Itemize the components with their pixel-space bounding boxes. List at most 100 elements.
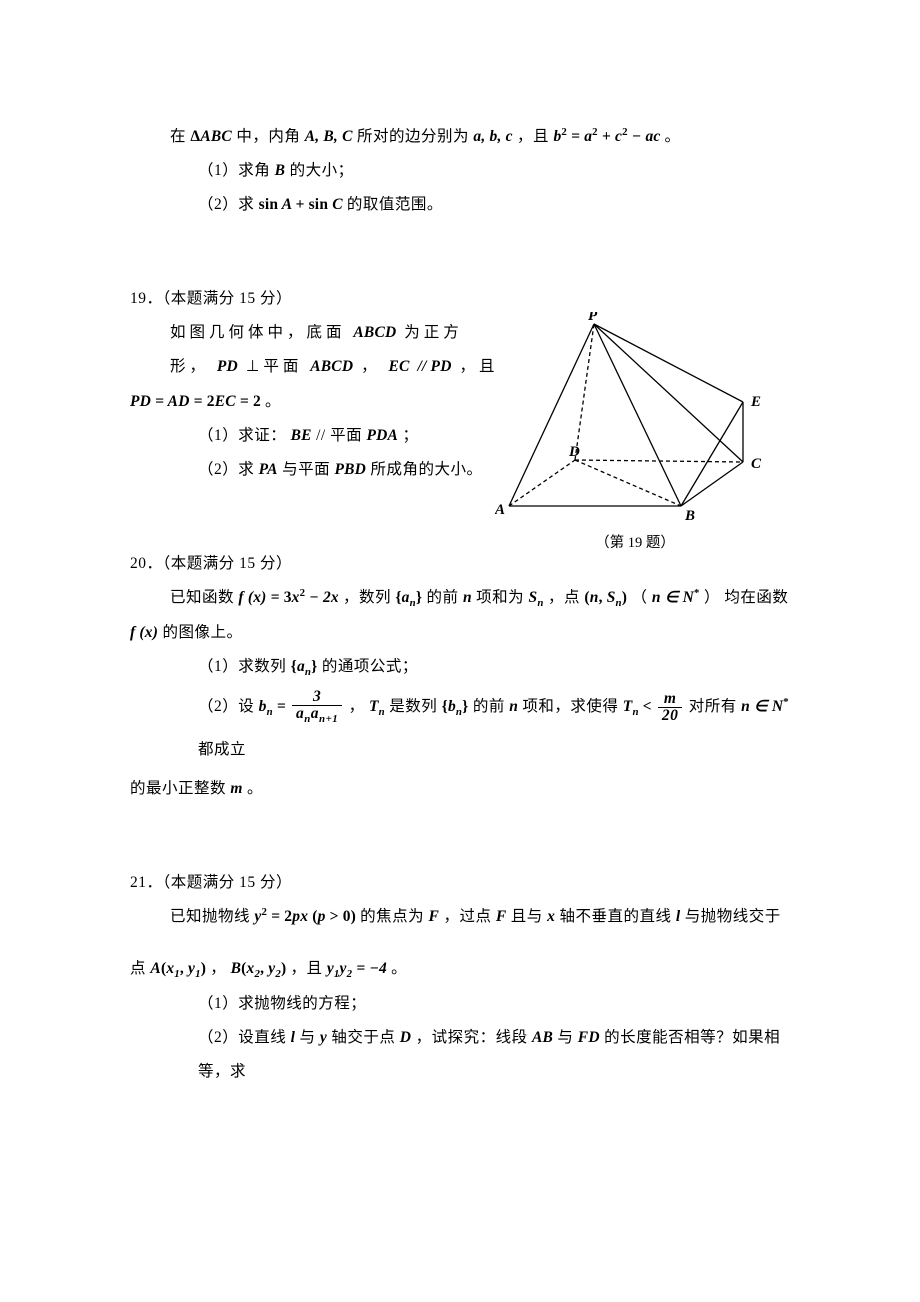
- text: 的图像上。: [163, 624, 243, 641]
- text: 的大小；: [290, 162, 354, 179]
- F: F: [429, 908, 440, 925]
- text: ，且: [290, 960, 322, 977]
- text: 的最小正整数: [130, 780, 226, 797]
- p20-q2-a: （2）设 bn = 3 anan+1 ， Tn 是数列 {bn} 的前 n 项和…: [130, 685, 795, 772]
- text: ）: [704, 589, 720, 606]
- m: m: [230, 780, 242, 797]
- text: ⊥平面: [246, 358, 303, 375]
- fx2: f (x): [130, 624, 158, 641]
- text: ，: [349, 698, 365, 715]
- expr-sin-sum: sin A + sin C: [259, 196, 347, 213]
- p21-intro: 已知抛物线 y2 = 2px (p > 0) 的焦点为 F ，过点 F 且与 x…: [130, 900, 795, 934]
- svg-text:P: P: [588, 312, 598, 324]
- p19-header: 19．（本题满分 15 分）: [130, 282, 795, 316]
- Tn-lt: Tn <: [623, 698, 656, 715]
- pd2: PD: [431, 358, 452, 375]
- text: 与平面: [282, 461, 330, 478]
- text: ，点: [548, 589, 580, 606]
- nin2: n ∈ N*: [741, 698, 789, 715]
- text: （1）求数列: [198, 658, 286, 675]
- p21-q2: （2）设直线 l 与 y 轴交于点 D ，试探究：线段 AB 与 FD 的长度能…: [130, 1021, 795, 1089]
- bn-set: {bn}: [442, 698, 469, 715]
- text: （2）求: [198, 196, 254, 213]
- text: 与抛物线交于: [685, 908, 781, 925]
- text: // 平面: [316, 427, 362, 444]
- pbd: PBD: [334, 461, 366, 478]
- bn: bn =: [259, 698, 290, 715]
- p21-q1: （1）求抛物线的方程；: [130, 987, 795, 1021]
- D: D: [400, 1029, 411, 1046]
- pa: PA: [259, 461, 278, 478]
- text: 且与: [511, 908, 543, 925]
- text: 在: [170, 128, 186, 145]
- svg-text:B: B: [684, 508, 695, 522]
- fx: f (x) = 3x2 − 2x: [238, 589, 343, 606]
- text: 。: [665, 128, 681, 145]
- AB: AB: [532, 1029, 553, 1046]
- text: 与: [557, 1029, 573, 1046]
- text: 所对的边分别为: [357, 128, 469, 145]
- text: ，且: [517, 128, 549, 145]
- text: 点: [130, 960, 146, 977]
- text: 中，内角: [236, 128, 300, 145]
- text: 的焦点为: [360, 908, 424, 925]
- text: 与: [300, 1029, 316, 1046]
- expr-equation: b2 = a2 + c2 − ac: [553, 128, 664, 145]
- p18-intro: 在 ΔABC 中，内角 A, B, C 所对的边分别为 a, b, c ，且 b…: [130, 120, 795, 154]
- x-axis: x: [547, 908, 555, 925]
- frac-bn: 3 anan+1: [292, 689, 342, 726]
- expr-triangle: ΔABC: [190, 128, 232, 145]
- abcd: ABCD: [353, 324, 396, 341]
- Bpt: B(x2, y2): [231, 960, 291, 977]
- text: ，数列: [343, 589, 391, 606]
- p18-q1: （1）求角 B 的大小；: [130, 154, 795, 188]
- p20-q2-b: 的最小正整数 m 。: [130, 772, 795, 806]
- text: ，试探究：线段: [416, 1029, 528, 1046]
- F2: F: [496, 908, 507, 925]
- l: l: [676, 908, 681, 925]
- p21-header: 21．（本题满分 15 分）: [130, 866, 795, 900]
- p19-diagram-svg: ABCDPE: [495, 312, 765, 522]
- n2: n: [509, 698, 518, 715]
- ec: EC: [389, 358, 410, 375]
- an-set: {an}: [395, 589, 422, 606]
- problem-19: 19．（本题满分 15 分） 如图几何体中，底面 ABCD 为正方形， PD ⊥…: [130, 282, 795, 487]
- text: 项和为: [476, 589, 524, 606]
- svg-text:C: C: [751, 456, 762, 472]
- text: 的前: [427, 589, 459, 606]
- svg-text:D: D: [568, 444, 580, 460]
- l2: l: [291, 1029, 296, 1046]
- pd: PD: [217, 358, 238, 375]
- expr-sides: a, b, c: [473, 128, 512, 145]
- text: ；: [402, 427, 418, 444]
- text: （2）设: [198, 698, 254, 715]
- p19-intro-a: 如图几何体中，底面 ABCD 为正方形， PD ⊥平面 ABCD ， EC //…: [130, 316, 500, 384]
- text: 均在函数: [724, 589, 788, 606]
- text: 都成立: [198, 741, 246, 758]
- text: 。: [265, 393, 281, 410]
- frac-m20: m 20: [658, 691, 683, 725]
- y-axis: y: [320, 1029, 327, 1046]
- text: 。: [247, 780, 263, 797]
- text: 已知抛物线: [170, 908, 250, 925]
- eq-chain: PD = AD = 2EC = 2: [130, 393, 265, 410]
- text: 的取值范围。: [347, 196, 443, 213]
- parabola: y2 = 2px (p > 0): [254, 908, 360, 925]
- parallel: //: [417, 358, 430, 375]
- point: (n, Sn): [584, 589, 627, 606]
- p19-figure: ABCDPE （第 19 题）: [495, 312, 775, 560]
- text: ，: [361, 358, 381, 375]
- expr-angles: A, B, C: [305, 128, 353, 145]
- text: （2）求: [198, 461, 254, 478]
- text: （1）求角: [198, 162, 270, 179]
- yy: y1y2 = −4: [327, 960, 391, 977]
- text: 轴不垂直的直线: [559, 908, 671, 925]
- problem-21: 21．（本题满分 15 分） 已知抛物线 y2 = 2px (p > 0) 的焦…: [130, 866, 795, 1089]
- text: 已知函数: [170, 589, 234, 606]
- p20-intro-b: f (x) 的图像上。: [130, 616, 795, 650]
- Tn: Tn: [369, 698, 385, 715]
- text: 所成角的大小。: [370, 461, 482, 478]
- p20-q1: （1）求数列 {an} 的通项公式；: [130, 650, 795, 685]
- text: 是数列: [389, 698, 437, 715]
- be: BE: [291, 427, 312, 444]
